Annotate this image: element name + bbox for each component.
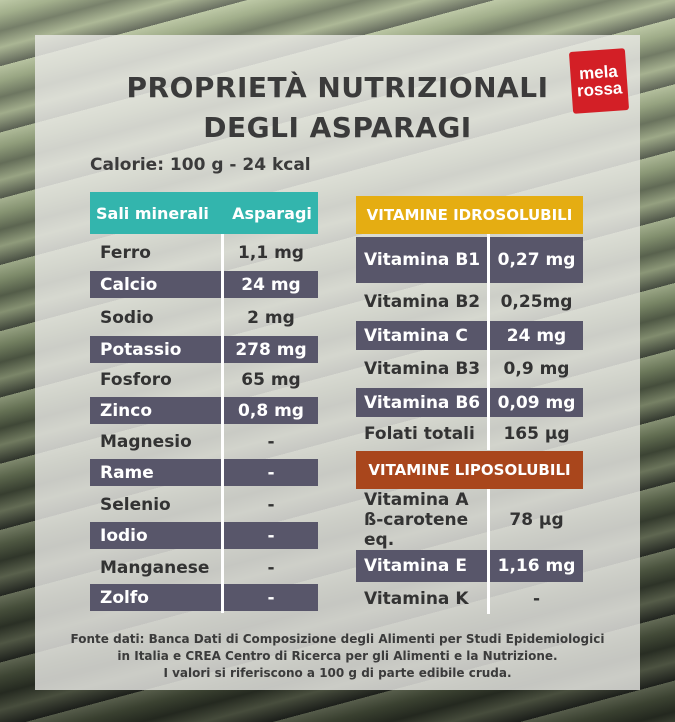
water-vitamin-row: Vitamina C 24 mg bbox=[356, 321, 583, 350]
mineral-separator bbox=[221, 234, 224, 613]
footer-line-2: in Italia e CREA Centro di Ricerca per g… bbox=[117, 649, 558, 663]
water-vitamin-row: Vitamina B3 0,9 mg bbox=[356, 352, 583, 386]
mineral-name: Manganese bbox=[100, 557, 210, 578]
water-vitamin-name: Vitamina C bbox=[356, 321, 487, 350]
water-vitamin-name: Folati totali bbox=[364, 423, 475, 444]
mineral-value: - bbox=[224, 459, 318, 486]
footer-line-1: Fonte dati: Banca Dati di Composizione d… bbox=[70, 632, 605, 646]
minerals-header: Sali minerali Asparagi bbox=[90, 192, 318, 234]
water-vitamin-value: 0,09 mg bbox=[490, 388, 583, 417]
nutrition-card: mela rossa PROPRIETÀ NUTRIZIONALI DEGLI … bbox=[35, 35, 640, 690]
mineral-row: Magnesio - bbox=[90, 427, 318, 456]
mineral-value: - bbox=[224, 584, 318, 611]
fat-vitamin-name-line1: Vitamina A bbox=[364, 490, 469, 510]
mineral-row: Selenio - bbox=[90, 490, 318, 519]
mineral-row: Zolfo - bbox=[90, 584, 318, 611]
water-vitamin-name: Vitamina B6 bbox=[356, 388, 487, 417]
mineral-name: Sodio bbox=[100, 307, 154, 328]
calorie-info: Calorie: 100 g - 24 kcal bbox=[90, 155, 311, 175]
fat-vitamin-name-line2: ß-carotene eq. bbox=[364, 510, 469, 550]
fat-vitamin-value: - bbox=[532, 589, 541, 609]
mineral-name: Calcio bbox=[90, 271, 221, 298]
water-vitamin-value: 0,25mg bbox=[500, 292, 573, 312]
water-vitamin-row: Vitamina B2 0,25mg bbox=[356, 285, 583, 319]
mineral-row: Sodio 2 mg bbox=[90, 302, 318, 333]
mineral-row: Manganese - bbox=[90, 553, 318, 582]
mineral-name: Magnesio bbox=[100, 431, 192, 452]
mineral-value: - bbox=[267, 431, 275, 452]
mineral-row: Rame - bbox=[90, 459, 318, 486]
mineral-row: Potassio 278 mg bbox=[90, 336, 318, 363]
minerals-header-name: Sali minerali bbox=[96, 203, 209, 223]
fat-vitamin-value: 1,16 mg bbox=[490, 550, 583, 582]
mineral-value: - bbox=[224, 522, 318, 549]
water-vitamin-name: Vitamina B2 bbox=[364, 292, 481, 312]
water-vitamin-separator bbox=[487, 234, 490, 450]
water-vitamins-header: VITAMINE IDROSOLUBILI bbox=[356, 196, 583, 234]
mineral-name: Potassio bbox=[90, 336, 221, 363]
water-vitamin-row: Vitamina B6 0,09 mg bbox=[356, 388, 583, 417]
mineral-value: 1,1 mg bbox=[238, 242, 304, 263]
water-vitamin-name: Vitamina B3 bbox=[364, 359, 481, 379]
mineral-row: Zinco 0,8 mg bbox=[90, 397, 318, 424]
fat-vitamin-name: Vitamina K bbox=[364, 589, 469, 609]
mineral-name: Rame bbox=[90, 459, 221, 486]
mineral-value: 278 mg bbox=[224, 336, 318, 363]
mineral-row: Calcio 24 mg bbox=[90, 271, 318, 298]
water-vitamin-row: Vitamina B1 0,27 mg bbox=[356, 237, 583, 283]
mineral-name: Ferro bbox=[100, 242, 151, 263]
fat-vitamin-value: 78 µg bbox=[509, 510, 564, 530]
mineral-name: Fosforo bbox=[100, 369, 172, 390]
mineral-name: Zinco bbox=[90, 397, 221, 424]
mineral-value: - bbox=[267, 494, 275, 515]
mineral-name: Zolfo bbox=[90, 584, 221, 611]
mineral-name: Selenio bbox=[100, 494, 171, 515]
mineral-value: 65 mg bbox=[241, 369, 301, 390]
mineral-value: 0,8 mg bbox=[224, 397, 318, 424]
water-vitamin-value: 165 µg bbox=[503, 423, 570, 444]
mineral-value: - bbox=[267, 557, 275, 578]
mineral-row: Iodio - bbox=[90, 522, 318, 549]
footer-line-3: I valori si riferiscono a 100 g di parte… bbox=[163, 666, 512, 680]
title-line-2: DEGLI ASPARAGI bbox=[203, 111, 472, 144]
fat-vitamins-header: VITAMINE LIPOSOLUBILI bbox=[356, 451, 583, 489]
water-vitamin-value: 0,27 mg bbox=[490, 237, 583, 283]
water-vitamin-row: Folati totali 165 µg bbox=[356, 419, 583, 448]
mineral-row: Fosforo 65 mg bbox=[90, 366, 318, 393]
mineral-name: Iodio bbox=[90, 522, 221, 549]
fat-vitamin-row: Vitamina E 1,16 mg bbox=[356, 550, 583, 582]
fat-vitamin-name: Vitamina E bbox=[356, 550, 487, 582]
fat-vitamin-separator bbox=[487, 489, 490, 614]
fat-vitamin-row: Vitamina K - bbox=[356, 584, 583, 614]
water-vitamin-name: Vitamina B1 bbox=[356, 237, 487, 283]
title-line-1: PROPRIETÀ NUTRIZIONALI bbox=[126, 71, 549, 104]
mineral-value: 2 mg bbox=[247, 307, 295, 328]
mineral-row: Ferro 1,1 mg bbox=[90, 237, 318, 268]
minerals-header-value: Asparagi bbox=[232, 203, 312, 223]
water-vitamin-value: 0,9 mg bbox=[503, 359, 570, 379]
mineral-value: 24 mg bbox=[224, 271, 318, 298]
water-vitamin-value: 24 mg bbox=[490, 321, 583, 350]
